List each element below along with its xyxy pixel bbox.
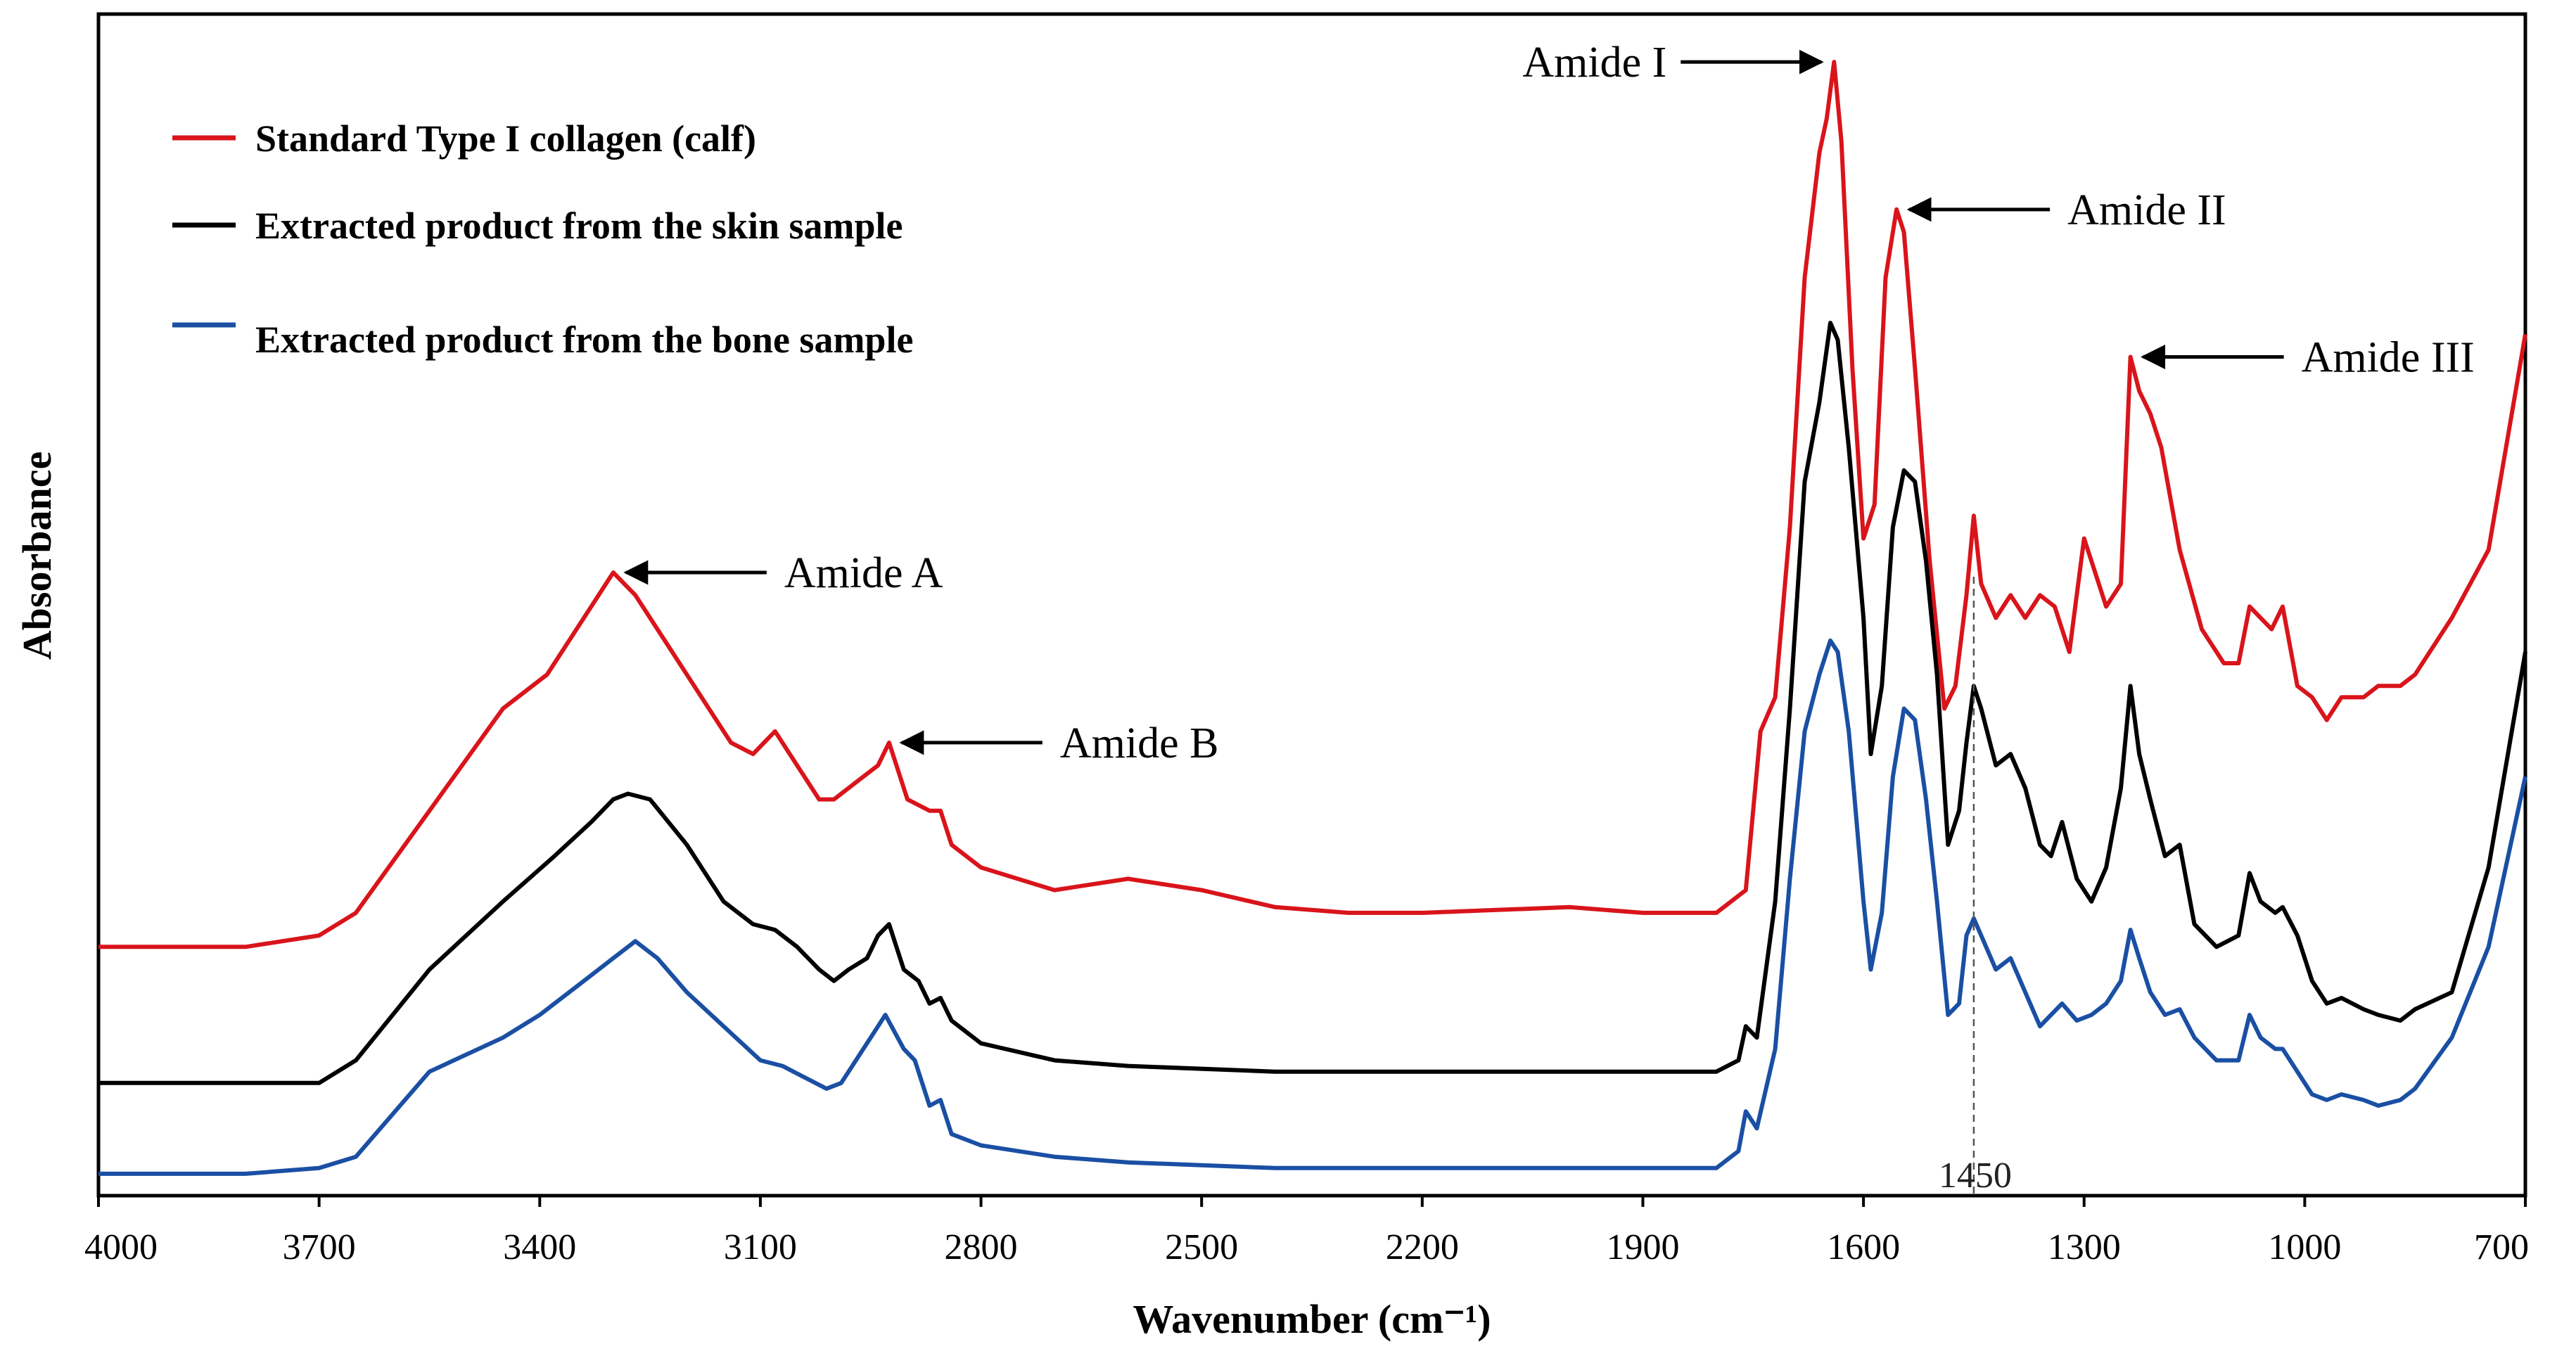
series-layer [98,60,2527,1176]
series-line-standard [98,60,2527,949]
series-line-skin [98,321,2527,1085]
reference-line-label: 1450 [1939,1156,2012,1196]
reference-line-layer: 1450 [1939,577,2012,1196]
x-tick-label: 3400 [503,1227,576,1267]
legend: Standard Type I collagen (calf) Extracte… [172,117,913,361]
x-tick-label: 700 [2474,1227,2529,1267]
legend-label-standard: Standard Type I collagen (calf) [255,117,756,160]
series-line-bone [98,638,2527,1176]
annotation-amide-a: Amide A [784,549,943,597]
x-tick-label: 3700 [283,1227,356,1267]
x-tick-label: 2800 [945,1227,1018,1267]
x-tick-label: 1300 [2048,1227,2121,1267]
annotation-amide-iii: Amide III [2302,334,2475,382]
plot-frame [96,12,2527,1198]
x-tick-label: 1000 [2268,1227,2341,1267]
x-tick-label: 3100 [724,1227,797,1267]
y-axis-title: Absorbance [14,452,60,660]
annotation-layer: Amide I Amide II Amide III Amide A Amide B [623,39,2475,767]
annotation-amide-b: Amide B [1060,719,1219,767]
legend-label-skin: Extracted product from the skin sample [255,205,903,247]
annotation-amide-ii: Amide II [2067,186,2226,234]
annotation-amide-i: Amide I [1522,39,1666,87]
x-tick-label: 1900 [1606,1227,1679,1267]
x-tick-label: 2200 [1386,1227,1459,1267]
x-tick-label: 4000 [84,1227,158,1267]
x-axis-title: Wavenumber (cm⁻¹) [1133,1296,1491,1342]
x-tick-label: 2500 [1165,1227,1238,1267]
x-tick-layer: 4000 3700 3400 3100 2800 2500 2200 1900 1600 1300… [84,1196,2529,1267]
x-tick-label: 1600 [1827,1227,1900,1267]
legend-label-bone: Extracted product from the bone sample [255,319,913,361]
